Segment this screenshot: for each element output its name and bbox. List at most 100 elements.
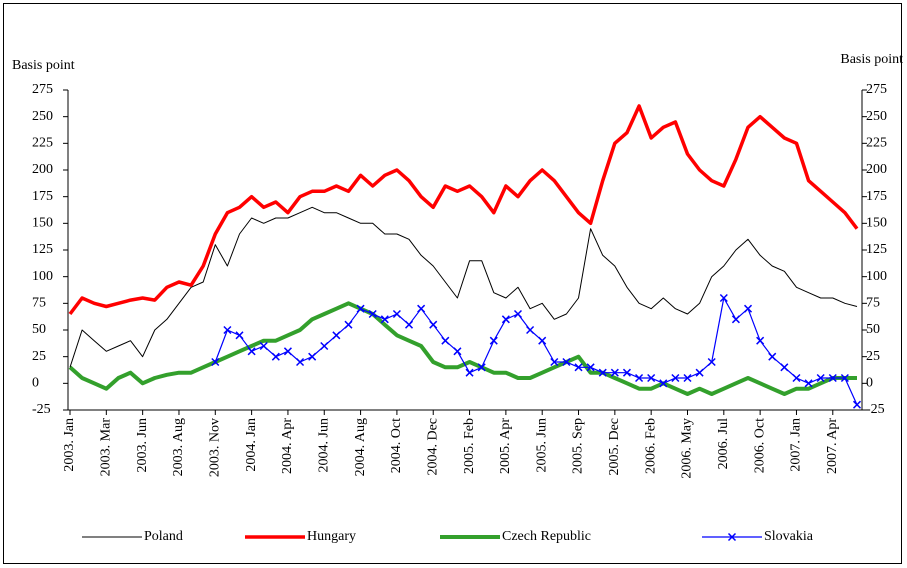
x-tick-label: 2003. Nov	[208, 418, 223, 477]
x-tick-label: 2003. Mar	[99, 418, 114, 477]
marker	[465, 368, 474, 377]
series-line	[68, 104, 859, 316]
marker	[308, 352, 317, 361]
marker	[211, 357, 220, 367]
x-tick-label: 2007. Jan	[789, 418, 804, 472]
y2-tick-label: 275	[866, 82, 887, 97]
y2-tick-label: 175	[866, 189, 887, 204]
marker	[695, 368, 704, 377]
marker	[356, 304, 365, 313]
y-tick-label: 125	[32, 242, 53, 257]
marker	[707, 357, 716, 367]
marker	[538, 336, 547, 345]
marker	[550, 357, 559, 367]
marker	[610, 368, 619, 377]
x-tick-label: 2007. Apr	[825, 418, 840, 474]
x-tick-label: 2004. Jun	[316, 418, 331, 472]
marker	[744, 304, 753, 313]
marker	[598, 368, 607, 377]
y-axis-label: Basis point	[12, 58, 75, 73]
marker	[380, 315, 389, 324]
y2-tick-label: 200	[866, 162, 887, 177]
marker	[526, 325, 535, 335]
marker	[417, 304, 426, 313]
y-tick-label: 175	[32, 189, 53, 204]
marker	[683, 373, 692, 383]
y2-tick-label: 250	[866, 109, 887, 124]
x-tick-label: 2006. Jul	[716, 418, 731, 469]
y-tick-label: 75	[32, 296, 46, 311]
marker	[344, 320, 353, 329]
marker	[622, 368, 631, 377]
series-line	[68, 301, 857, 396]
marker	[562, 357, 571, 367]
frame	[3, 3, 902, 564]
x-tick-label: 2004. Oct	[389, 418, 404, 473]
marker	[513, 309, 523, 319]
marker	[804, 379, 813, 388]
marker	[586, 363, 595, 372]
marker	[404, 320, 414, 329]
x-tick-label: 2005. Sep	[571, 418, 586, 474]
x-tick-label: 2005. Dec	[607, 418, 622, 476]
x-tick-label: 2004. Apr	[280, 418, 295, 474]
x-tick-label: 2003. Jun	[135, 418, 150, 472]
y-tick-label: -25	[32, 402, 51, 417]
legend-label: Slovakia	[764, 529, 814, 544]
y2-tick-label: 50	[866, 322, 880, 337]
marker	[453, 347, 462, 356]
y-tick-label: 0	[32, 376, 39, 391]
y-tick-label: 200	[32, 162, 53, 177]
y-tick-label: 250	[32, 109, 53, 124]
x-tick-label: 2006. Feb	[643, 418, 658, 474]
x-tick-label: 2005. Apr	[498, 418, 513, 474]
marker	[659, 379, 668, 388]
marker	[320, 341, 329, 351]
marker	[731, 315, 740, 324]
y-tick-label: 275	[32, 82, 53, 97]
x-tick-label: 2005. Jun	[534, 418, 549, 472]
legend-marker	[727, 532, 737, 542]
marker	[296, 357, 305, 367]
y2-axis-label: Basis point	[840, 52, 903, 67]
y-tick-label: 150	[32, 216, 53, 231]
marker	[756, 336, 765, 345]
y2-tick-label: 25	[866, 349, 880, 364]
y2-tick-label: 75	[866, 296, 880, 311]
x-tick-label: 2004. Aug	[353, 418, 368, 476]
y2-tick-label: 100	[866, 269, 887, 284]
marker	[574, 363, 583, 372]
series-line	[69, 206, 858, 368]
legend-label: Czech Republic	[502, 529, 591, 544]
marker	[840, 373, 849, 383]
marker	[392, 309, 401, 319]
marker	[780, 363, 789, 372]
y-tick-label: 25	[32, 349, 46, 364]
x-tick-label: 2006. May	[680, 418, 695, 479]
x-tick-label: 2005. Feb	[462, 418, 477, 474]
marker	[501, 315, 510, 324]
marker	[635, 373, 644, 383]
legend-label: Hungary	[307, 529, 356, 544]
marker	[828, 373, 837, 383]
marker	[332, 331, 341, 340]
legend-label: Poland	[144, 529, 183, 544]
marker	[489, 336, 498, 345]
x-tick-label: 2003. Jan	[62, 418, 77, 472]
x-tick-label: 2003. Aug	[171, 418, 186, 476]
marker	[283, 347, 292, 356]
marker	[671, 373, 680, 383]
marker	[719, 293, 728, 303]
marker	[647, 373, 656, 383]
marker	[271, 352, 280, 361]
marker	[792, 373, 801, 383]
marker	[768, 352, 777, 361]
y2-tick-label: 225	[866, 136, 887, 151]
marker	[235, 331, 244, 340]
marker	[259, 341, 268, 351]
y2-tick-label: 150	[866, 216, 887, 231]
marker	[429, 320, 438, 329]
y-tick-label: 50	[32, 322, 46, 337]
y2-tick-label: 0	[866, 376, 873, 391]
